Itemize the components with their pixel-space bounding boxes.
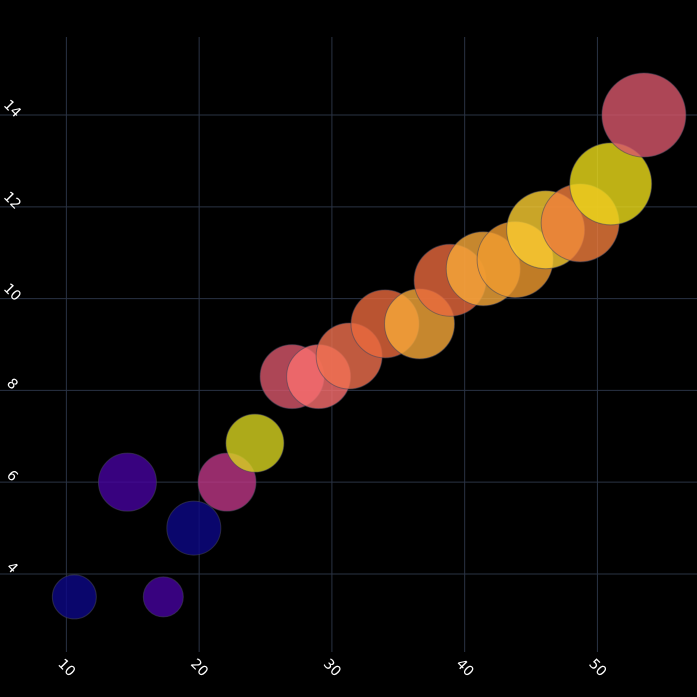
x-tick-label: 10: [54, 656, 78, 680]
chart-bubbles: [51, 72, 687, 620]
bubble-point-1: [51, 574, 97, 620]
bubble-point-18: [601, 72, 687, 158]
y-tick-label: 10: [0, 281, 24, 305]
bubble-point-4: [166, 500, 222, 556]
bubble-point-2: [142, 576, 184, 618]
bubble-point-17: [569, 142, 653, 226]
y-tick-label: 14: [0, 97, 24, 121]
x-tick-label: 40: [453, 656, 477, 680]
bubble-point-6: [225, 413, 285, 473]
bubble-point-3: [97, 452, 157, 512]
x-axis-tick-labels: 10 20 30 40 50: [54, 656, 609, 680]
y-tick-label: 12: [0, 189, 24, 213]
x-tick-label: 30: [320, 656, 344, 680]
x-tick-label: 50: [585, 656, 609, 680]
x-tick-label: 20: [187, 656, 211, 680]
